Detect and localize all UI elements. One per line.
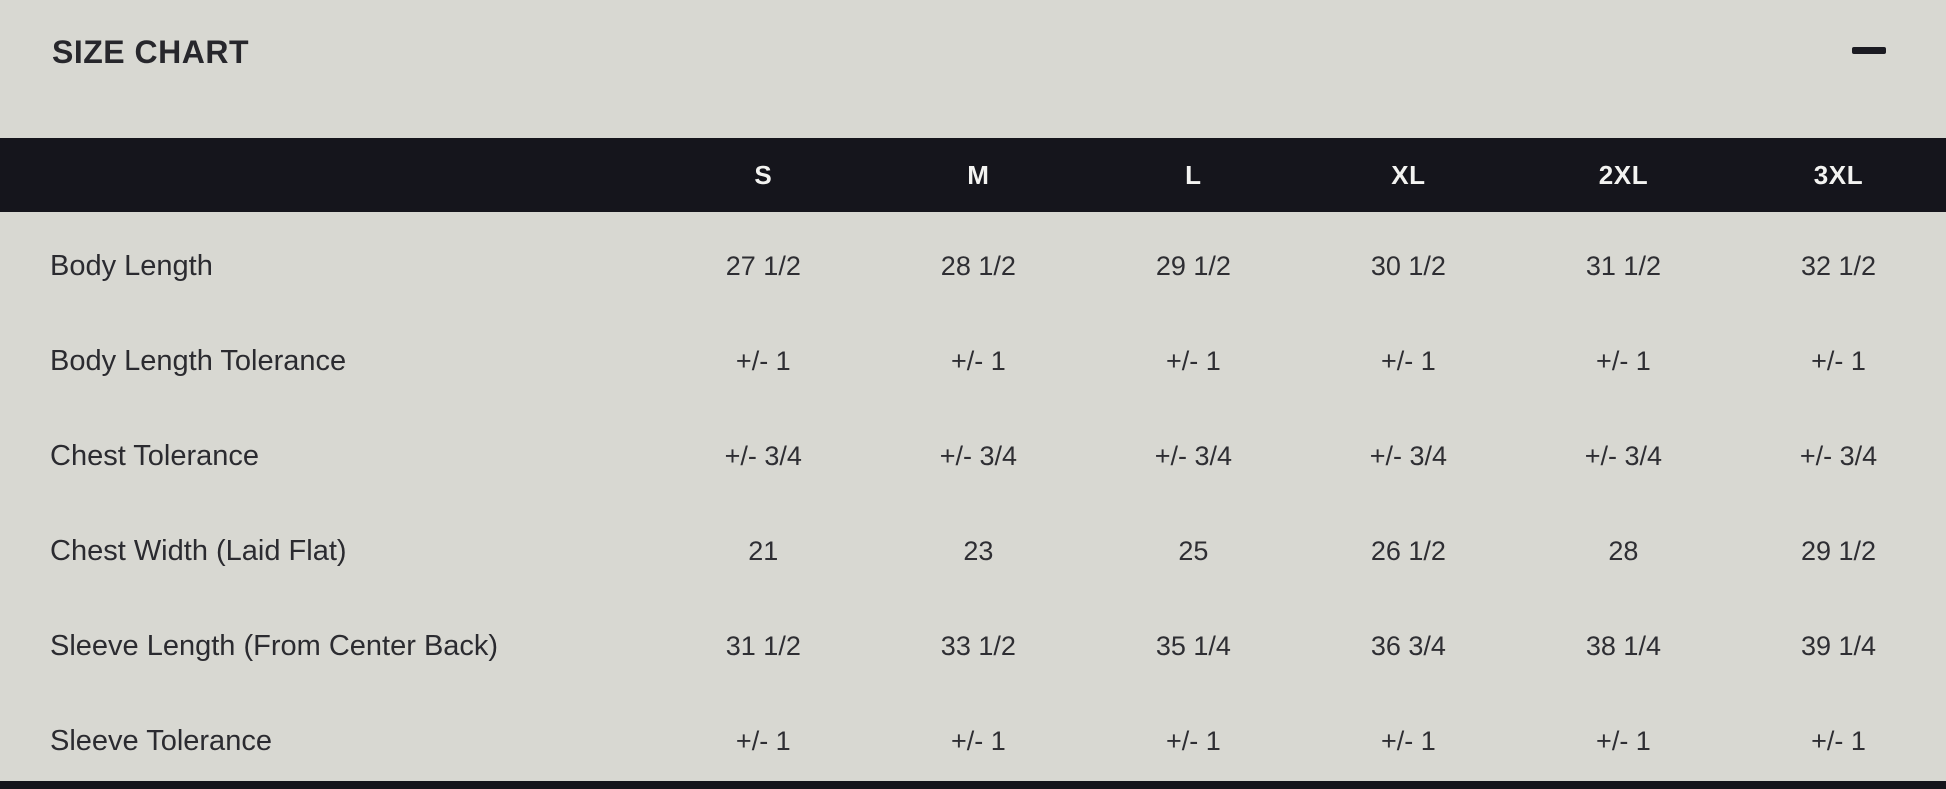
cell: 28: [1608, 535, 1639, 566]
row-label: Sleeve Length (From Center Back): [50, 629, 499, 662]
cell: +/- 1: [735, 345, 791, 376]
row-label: Body Length: [50, 249, 213, 282]
column-header-2xl: 2XL: [1598, 159, 1649, 190]
table-row: Body Length Tolerance +/- 1 +/- 1 +/- 1 +/- …: [0, 307, 1946, 402]
page-title: SIZE CHART: [52, 34, 249, 70]
cell: +/- 1: [950, 725, 1006, 756]
cell: 26 1/2: [1370, 535, 1446, 566]
cell: 39 1/4: [1800, 630, 1877, 661]
cell: +/- 1: [1811, 345, 1866, 376]
cell: 21: [748, 535, 779, 566]
cell: 38 1/4: [1585, 630, 1661, 661]
cell: +/- 1: [950, 345, 1006, 376]
table-row: Sleeve Tolerance +/- 1 +/- 1 +/- 1 +/- 1 +/- …: [0, 687, 1946, 782]
cell: +/- 3/4: [1369, 440, 1448, 471]
table-row: Chest Width (Laid Flat) 21 23 25 26 1/2 28 29 …: [0, 497, 1946, 592]
column-header-m: M: [967, 159, 990, 190]
row-label: Chest Tolerance: [50, 439, 260, 472]
cell: +/- 1: [1165, 345, 1221, 376]
size-table-body: Body Length 27 1/2 28 1/2 29 1/2 30 1/2 31 1/…: [0, 212, 1946, 782]
cell: +/- 3/4: [1154, 440, 1233, 471]
row-label: Body Length Tolerance: [50, 344, 347, 377]
cell: 33 1/2: [940, 630, 1016, 661]
size-table-header-row: S M L XL 2XL 3XL: [0, 138, 1946, 212]
table-row: Sleeve Length (From Center Back) 31 1/2 33…: [0, 592, 1946, 687]
minimize-icon[interactable]: [1852, 47, 1886, 54]
cell: 29 1/2: [1155, 250, 1231, 281]
row-label: Sleeve Tolerance: [50, 724, 272, 757]
bottom-accent-bar: [0, 781, 1946, 789]
table-row: Chest Tolerance +/- 3/4 +/- 3/4 +/- 3/4 +/- …: [0, 402, 1946, 497]
cell: +/- 3/4: [724, 440, 802, 471]
cell: 27 1/2: [725, 250, 801, 281]
cell: +/- 3/4: [939, 440, 1017, 471]
cell: +/- 3/4: [1584, 440, 1663, 471]
cell: +/- 1: [1381, 345, 1436, 376]
cell: +/- 1: [735, 725, 791, 756]
cell: 36 3/4: [1370, 630, 1446, 661]
column-header-3xl: 3XL: [1813, 159, 1864, 190]
cell: +/- 3/4: [1799, 440, 1878, 471]
cell: 29 1/2: [1800, 535, 1877, 566]
cell: 30 1/2: [1370, 250, 1446, 281]
cell: +/- 1: [1381, 725, 1436, 756]
cell: +/- 1: [1165, 725, 1221, 756]
row-label: Chest Width (Laid Flat): [50, 534, 347, 567]
cell: +/- 1: [1596, 725, 1651, 756]
cell: 31 1/2: [725, 630, 801, 661]
cell: 31 1/2: [1585, 250, 1661, 281]
cell: +/- 1: [1811, 725, 1866, 756]
cell: 28 1/2: [940, 250, 1016, 281]
column-header-measurement: [0, 138, 656, 212]
cell: 25: [1178, 535, 1209, 566]
column-header-l: L: [1185, 159, 1202, 190]
size-chart-table: S M L XL 2XL 3XL Body Length 27 1/2 28 1/2 29 1/…: [0, 138, 1946, 782]
column-header-xl: XL: [1391, 159, 1426, 190]
cell: 32 1/2: [1800, 250, 1877, 281]
cell: 23: [963, 535, 994, 566]
cell: 35 1/4: [1155, 630, 1231, 661]
table-row: Body Length 27 1/2 28 1/2 29 1/2 30 1/2 31 1/…: [0, 212, 1946, 307]
column-header-s: S: [754, 159, 773, 190]
cell: +/- 1: [1596, 345, 1651, 376]
